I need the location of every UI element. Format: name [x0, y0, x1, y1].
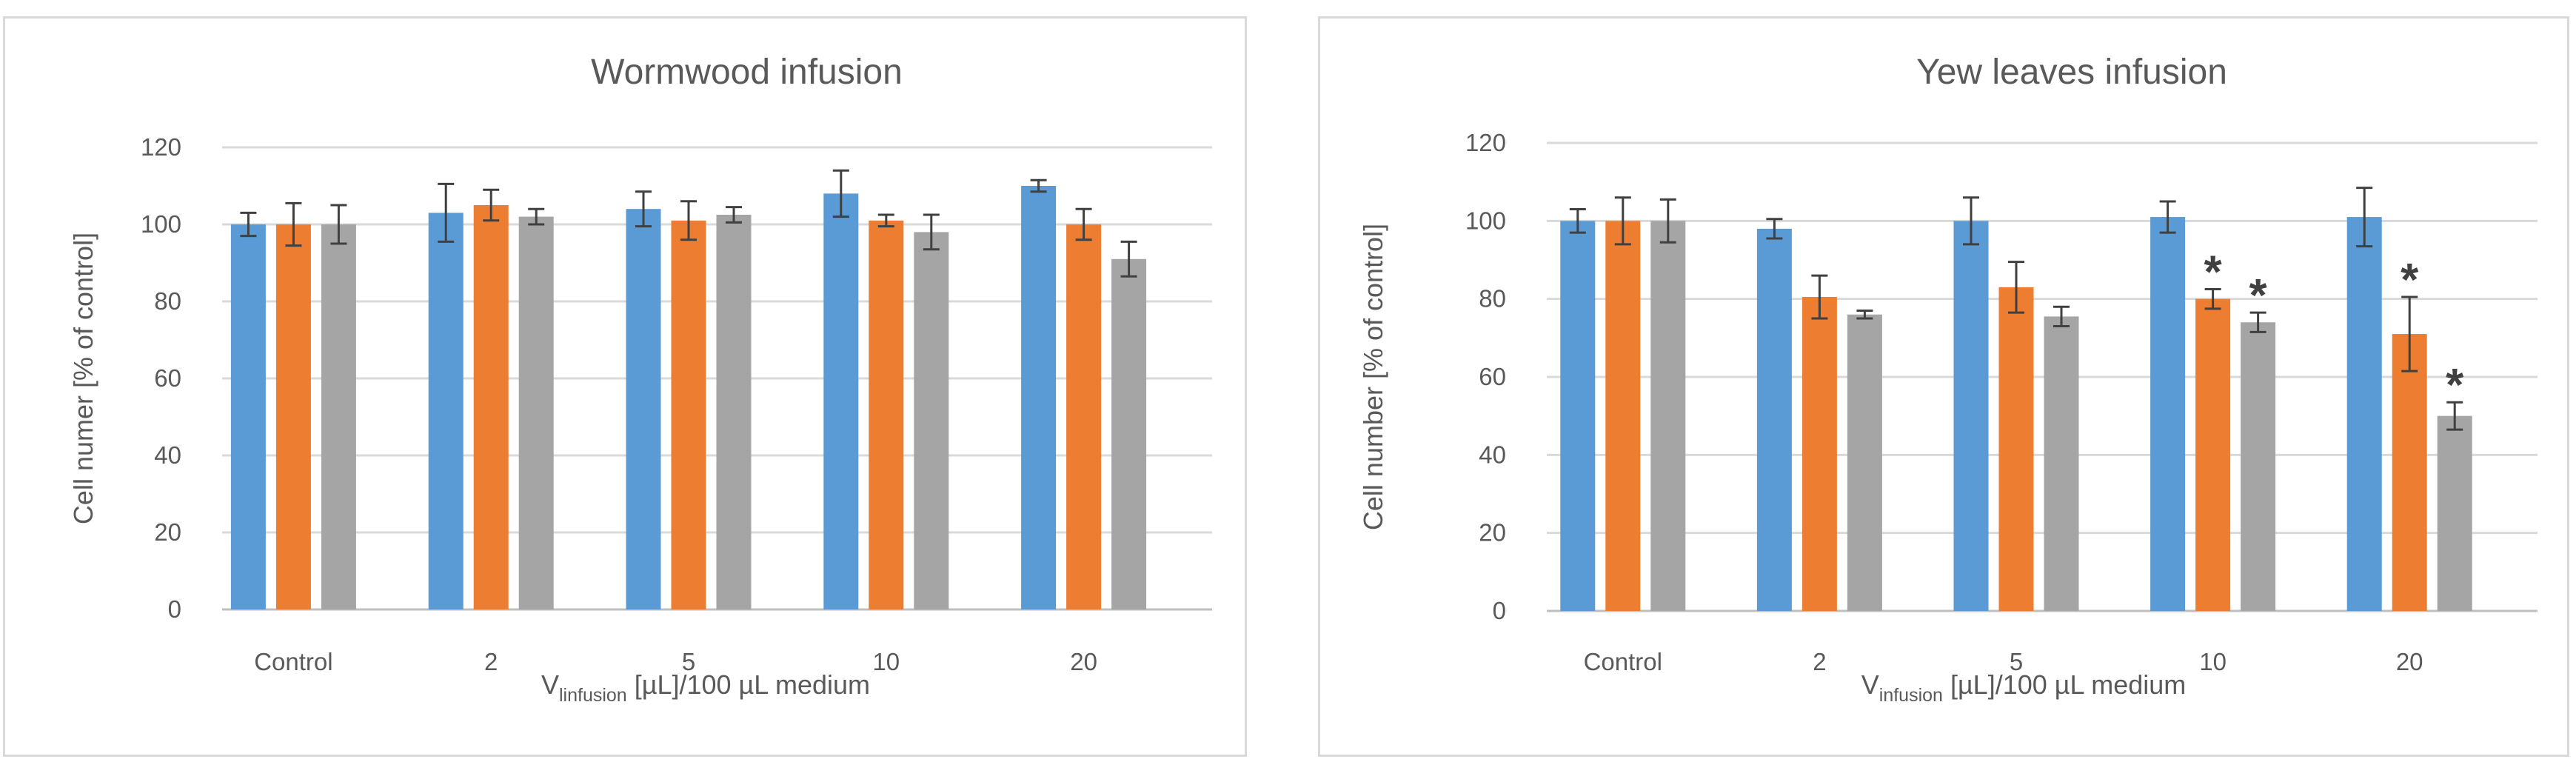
x-axis-title: Vlinfusion [µL]/100 µL medium: [541, 669, 870, 706]
bar: [275, 224, 311, 609]
y-tick-label: 80: [1479, 285, 1506, 313]
y-tick-label: 100: [141, 210, 181, 238]
y-tick-label: 120: [1465, 129, 1506, 156]
bar: [914, 232, 949, 609]
bar: [869, 220, 904, 609]
bar: [671, 220, 706, 609]
x-tick-label: 10: [872, 648, 900, 675]
x-tick-label: 2: [484, 648, 498, 675]
bar: [1847, 314, 1882, 611]
x-tick-label: 20: [2396, 648, 2423, 675]
x-axis-title: Vinfusion [µL]/100 µL medium: [1861, 669, 2187, 706]
bar: [2044, 316, 2079, 611]
x-tick-label: 2: [1813, 648, 1826, 675]
x-tick-label: 20: [1070, 648, 1097, 675]
y-tick-label: 80: [154, 287, 181, 315]
bar: [1111, 258, 1147, 609]
bar: [1953, 221, 1989, 611]
chart-title: Wormwood infusion: [591, 53, 903, 92]
y-tick-label: 120: [141, 133, 181, 161]
x-axis-title-rest: [µL]/100 µL medium: [1943, 669, 2186, 700]
y-axis-title: Cell number [% of control]: [1358, 224, 1388, 530]
x-axis-title-main: V: [541, 669, 559, 700]
chart-panel-wormwood: Wormwood infusion 0 20 40 60 80 100 120 Cell num…: [3, 16, 1247, 757]
x-axis-title-main: V: [1861, 669, 1879, 700]
bar: [823, 193, 859, 609]
x-tick-label: Control: [1584, 648, 1662, 675]
x-axis-title-sub: infusion: [1879, 685, 1943, 706]
y-tick-label: 20: [154, 518, 181, 546]
bar: [321, 224, 356, 609]
chart-title: Yew leaves infusion: [1916, 53, 2227, 92]
bar: [473, 205, 509, 609]
bar: [716, 215, 752, 609]
bar: [2195, 298, 2231, 611]
y-tick-label: 0: [168, 595, 181, 623]
x-tick-label: 5: [682, 648, 695, 675]
significance-star: *: [2401, 255, 2419, 306]
y-tick-label: 0: [1493, 597, 1506, 624]
bar: [1650, 221, 1686, 611]
bar: [2241, 322, 2276, 611]
x-tick-label: Control: [254, 648, 332, 675]
y-tick-label: 20: [1479, 519, 1506, 547]
bar: [2437, 415, 2472, 611]
bar: [2150, 217, 2186, 612]
y-tick-label: 60: [1479, 363, 1506, 390]
bar: [1801, 297, 1837, 611]
chart-panel-yew: Yew leaves infusion 0 20 40 60 80 100 120 Cell n…: [1318, 16, 2569, 757]
x-axis-title-sub: linfusion: [559, 685, 627, 706]
bar: [518, 216, 554, 610]
bar: [1998, 287, 2034, 611]
bar: [2392, 334, 2427, 611]
bar: [1756, 228, 1792, 611]
bar: [1605, 221, 1641, 611]
bar: [1021, 186, 1057, 609]
bar: [428, 213, 464, 609]
bar: [1066, 224, 1102, 609]
significance-star: *: [2204, 247, 2223, 298]
bar: [230, 224, 266, 609]
bar: [2346, 217, 2382, 612]
y-axis-title: Cell numer [% of control]: [68, 233, 98, 524]
y-tick-label: 40: [1479, 441, 1506, 468]
bar: [1560, 221, 1596, 611]
x-tick-label: 5: [2010, 648, 2023, 675]
significance-star: *: [2249, 270, 2268, 321]
significance-star: *: [2446, 360, 2464, 411]
chart-yew: Yew leaves infusion 0 20 40 60 80 100 120 Cell n…: [1358, 53, 2537, 706]
y-tick-label: 60: [154, 364, 181, 392]
y-tick-label: 40: [154, 441, 181, 469]
x-tick-label: 10: [2199, 648, 2227, 675]
y-tick-label: 100: [1465, 207, 1506, 234]
x-axis-title-rest: [µL]/100 µL medium: [627, 669, 870, 700]
bar: [626, 209, 661, 609]
chart-wormwood: Wormwood infusion 0 20 40 60 80 100 120 Cell num…: [68, 53, 1212, 706]
